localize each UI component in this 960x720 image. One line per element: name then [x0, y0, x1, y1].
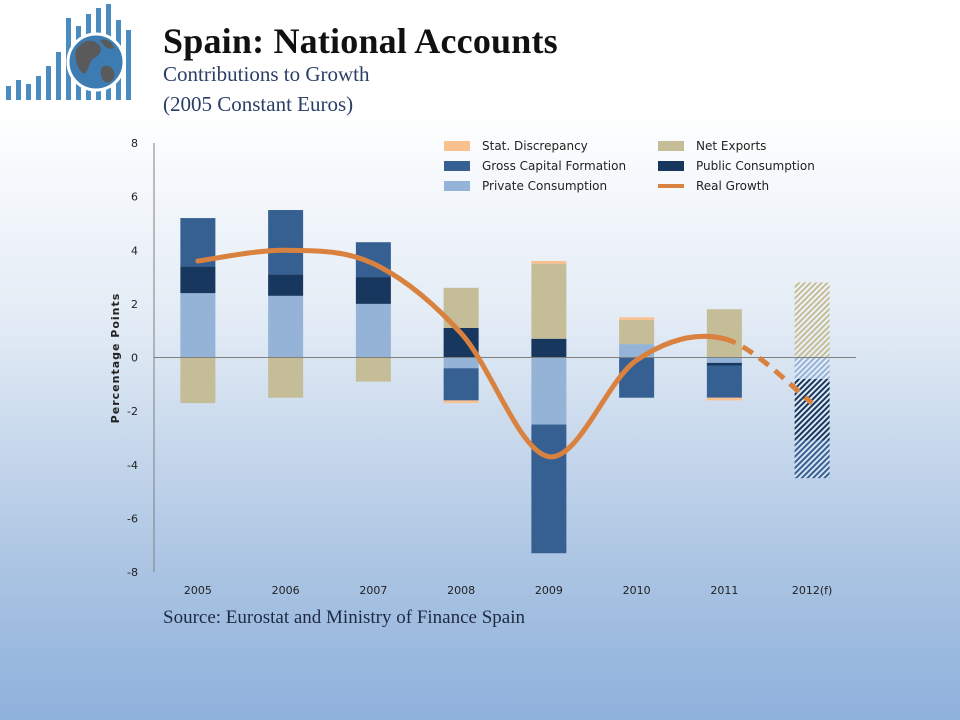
- page-subtitle-units: (2005 Constant Euros): [163, 92, 354, 116]
- x-tick-label: 2005: [184, 584, 212, 597]
- legend-swatch-public-consumption: [658, 161, 684, 171]
- page-title: Spain: National Accounts: [163, 21, 558, 61]
- legend-swatch-private-consumption: [444, 181, 470, 191]
- x-tick-label: 2010: [623, 584, 651, 597]
- y-tick-label: 8: [131, 137, 138, 150]
- y-tick-labels: -8 -6 -4 -2 0 2 4 6 8: [127, 137, 138, 579]
- legend-label-private-consumption: Private Consumption: [482, 179, 607, 193]
- bar-public-consumption: [706, 362, 742, 366]
- bar-stat-discrepancy: [619, 317, 655, 320]
- bar-private-consumption: [794, 357, 830, 379]
- bar-gross-capital-formation: [268, 210, 304, 275]
- x-tick-label: 2006: [272, 584, 300, 597]
- y-tick-label: 6: [131, 191, 138, 204]
- bar-private-consumption: [443, 357, 479, 369]
- bar-gross-capital-formation: [443, 368, 479, 401]
- y-tick-label: -2: [127, 405, 138, 418]
- bar-private-consumption: [180, 293, 216, 358]
- bar-net-exports: [355, 357, 391, 382]
- bar-private-consumption: [706, 357, 742, 363]
- bar-private-consumption: [355, 303, 391, 358]
- bar-net-exports: [794, 282, 830, 358]
- bar-gross-capital-formation: [706, 365, 742, 398]
- bar-stat-discrepancy: [531, 260, 567, 264]
- legend-swatch-net-exports: [658, 141, 684, 151]
- x-tick-labels: 2005 2006 2007 2008 2009 2010 2011 2012(f): [184, 584, 832, 597]
- bar-gross-capital-formation: [619, 357, 655, 398]
- y-tick-label: 2: [131, 298, 138, 311]
- legend-label-real-growth: Real Growth: [696, 179, 769, 193]
- bar-public-consumption: [794, 378, 830, 441]
- legend-label-public-consumption: Public Consumption: [696, 159, 815, 173]
- bars: [180, 210, 830, 554]
- bar-public-consumption: [355, 277, 391, 304]
- legend-swatch-gross-capital-formation: [444, 161, 470, 171]
- bar-stat-discrepancy: [443, 400, 479, 404]
- y-tick-label: -8: [127, 566, 138, 579]
- bar-public-consumption: [180, 266, 216, 294]
- globe-bar-chart-icon: [6, 4, 131, 100]
- page-subtitle: Contributions to Growth: [163, 62, 370, 86]
- x-tick-label: 2007: [359, 584, 387, 597]
- y-axis-label: Percentage Points: [109, 293, 122, 424]
- bar-net-exports: [180, 357, 216, 404]
- bar-net-exports: [531, 263, 567, 339]
- bar-stat-discrepancy: [706, 397, 742, 401]
- legend-label-gross-capital-formation: Gross Capital Formation: [482, 159, 626, 173]
- bar-public-consumption: [531, 338, 567, 358]
- x-tick-label: 2012(f): [792, 584, 832, 597]
- y-tick-label: 0: [131, 352, 138, 365]
- legend-label-net-exports: Net Exports: [696, 139, 766, 153]
- real-growth-line: [195, 247, 814, 460]
- y-tick-label: 4: [131, 244, 138, 257]
- bar-gross-capital-formation: [794, 440, 830, 479]
- bar-gross-capital-formation: [531, 424, 567, 554]
- bar-public-consumption: [268, 274, 304, 296]
- x-tick-label: 2008: [447, 584, 475, 597]
- bar-net-exports: [619, 319, 655, 345]
- legend-swatch-stat-discrepancy: [444, 141, 470, 151]
- y-tick-label: -4: [127, 459, 138, 472]
- real-growth-solid: [195, 247, 727, 460]
- legend: Stat. Discrepancy Net Exports Gross Capita…: [444, 139, 815, 193]
- x-tick-label: 2009: [535, 584, 563, 597]
- bar-private-consumption: [531, 357, 567, 425]
- y-tick-label: -6: [127, 512, 138, 525]
- source-note: Source: Eurostat and Ministry of Finance…: [163, 607, 525, 628]
- bar-private-consumption: [268, 295, 304, 358]
- bar-net-exports: [706, 309, 742, 358]
- real-growth-forecast: [723, 336, 814, 406]
- bar-net-exports: [268, 357, 304, 398]
- legend-label-stat-discrepancy: Stat. Discrepancy: [482, 139, 588, 153]
- x-tick-label: 2011: [710, 584, 738, 597]
